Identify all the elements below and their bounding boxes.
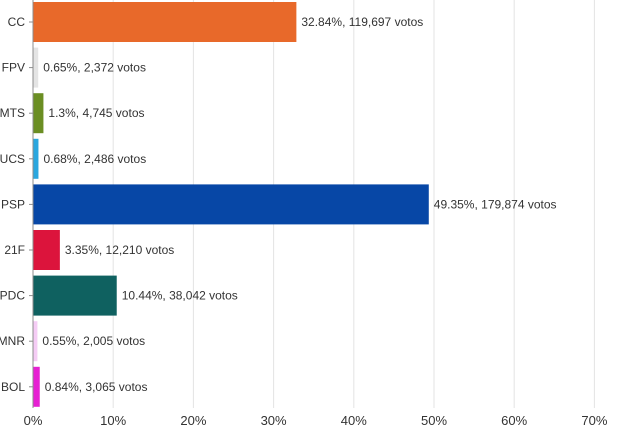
category-label: FPV — [2, 61, 25, 75]
bar — [33, 321, 38, 362]
category-label: MTS — [0, 106, 25, 120]
category-label: BOL — [1, 380, 25, 394]
data-label: 10.44%, 38,042 votos — [122, 289, 238, 303]
category-label: PDC — [0, 289, 25, 303]
bar — [33, 93, 44, 134]
data-label: 0.68%, 2,486 votos — [43, 152, 146, 166]
data-label: 0.55%, 2,005 votos — [42, 334, 145, 348]
data-label: 0.65%, 2,372 votos — [43, 61, 146, 75]
bar — [33, 184, 429, 225]
bar — [33, 2, 297, 42]
category-label: 21F — [4, 243, 25, 257]
category-label: UCS — [0, 152, 25, 166]
data-label: 32.84%, 119,697 votos — [301, 15, 423, 29]
bar — [33, 366, 40, 407]
bar — [33, 230, 60, 270]
category-labels: CC FPV MTS UCS PSP 21F PDC MNR BOL — [0, 15, 33, 394]
x-tick-label: 0% — [24, 413, 43, 427]
x-tick-label: 50% — [421, 413, 447, 427]
x-tick-label: 10% — [100, 413, 126, 427]
bar — [33, 275, 117, 316]
category-label: MNR — [0, 334, 25, 348]
category-label: PSP — [1, 197, 25, 211]
bar — [33, 47, 39, 88]
x-tick-label: 30% — [261, 413, 287, 427]
x-tick-label: 40% — [341, 413, 367, 427]
category-label: CC — [8, 15, 26, 29]
data-label: 0.84%, 3,065 votos — [45, 380, 148, 394]
bar — [33, 138, 39, 179]
x-tick-label: 60% — [501, 413, 527, 427]
data-label: 49.35%, 179,874 votos — [434, 197, 557, 211]
data-labels: 32.84%, 119,697 votos 0.65%, 2,372 votos 1… — [42, 15, 556, 394]
x-tick-label: 70% — [581, 413, 607, 427]
bars — [33, 2, 429, 407]
data-label: 3.35%, 12,210 votos — [65, 243, 174, 257]
data-label: 1.3%, 4,745 votos — [48, 106, 144, 120]
x-tick-label: 20% — [180, 413, 206, 427]
x-tick-labels: 0% 10% 20% 30% 40% 50% 60% 70% — [24, 413, 608, 427]
